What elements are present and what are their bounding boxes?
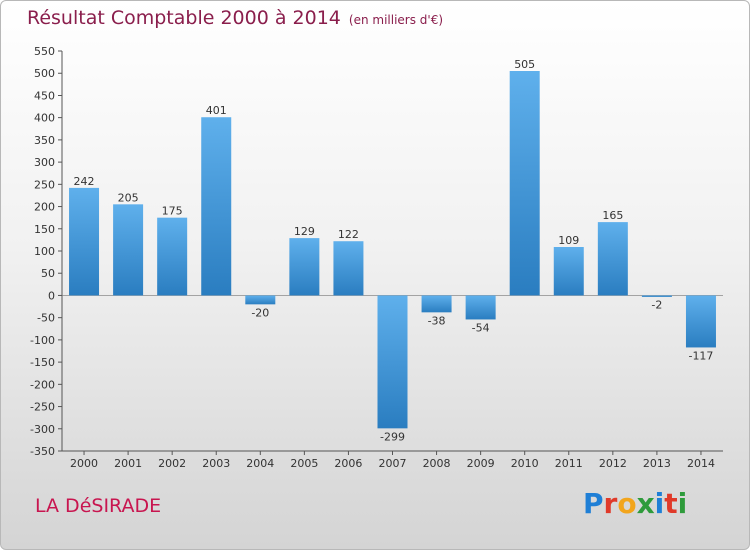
bar-2005: [289, 238, 320, 296]
data-label-2013: -2: [651, 298, 662, 311]
x-tick-label: 2011: [555, 457, 583, 470]
bar-2009: [465, 295, 496, 320]
y-tick-label: 100: [34, 245, 55, 258]
y-tick-label: 400: [34, 112, 55, 125]
data-label-2014: -117: [688, 349, 713, 362]
y-tick-label: 350: [34, 134, 55, 147]
logo-letter: P: [583, 487, 604, 520]
data-label-2005: 129: [294, 225, 315, 238]
data-label-2011: 109: [558, 234, 579, 247]
y-tick-label: 250: [34, 178, 55, 191]
x-tick-label: 2001: [114, 457, 142, 470]
data-label-2001: 205: [118, 191, 139, 204]
data-label-2010: 505: [514, 58, 535, 71]
logo-letter: x: [636, 487, 655, 520]
y-tick-label: -300: [30, 423, 55, 436]
y-tick-label: -350: [30, 445, 55, 458]
y-tick-label: -150: [30, 356, 55, 369]
x-tick-label: 2000: [70, 457, 98, 470]
bar-2002: [157, 217, 188, 296]
bars: [69, 71, 716, 429]
bar-2008: [421, 295, 452, 313]
x-tick-label: 2003: [202, 457, 230, 470]
logo-letter: o: [617, 487, 637, 520]
x-tick-label: 2012: [599, 457, 627, 470]
axes: 550500450400350300250200150100500-50-100…: [30, 45, 723, 470]
commune-name: LA DéSIRADE: [35, 495, 162, 517]
logo-letter: r: [603, 487, 618, 520]
chart-subtitle: (en milliers d'€): [348, 13, 444, 27]
data-label-2008: -38: [428, 314, 446, 327]
logo-letter: i: [677, 487, 688, 520]
data-label-2006: 122: [338, 228, 359, 241]
logo-letter: t: [664, 487, 678, 520]
x-tick-label: 2006: [334, 457, 362, 470]
bar-2003: [201, 117, 232, 296]
bar-2006: [333, 241, 364, 296]
x-tick-label: 2007: [379, 457, 407, 470]
y-tick-label: 550: [34, 45, 55, 58]
x-tick-label: 2005: [290, 457, 318, 470]
data-label-2000: 242: [74, 175, 95, 188]
bar-2011: [553, 247, 584, 296]
y-tick-label: 0: [48, 289, 55, 302]
bar-2010: [509, 71, 540, 296]
data-label-2012: 165: [602, 209, 623, 222]
x-tick-label: 2002: [158, 457, 186, 470]
y-tick-label: 50: [41, 267, 55, 280]
data-label-2002: 175: [162, 205, 183, 218]
chart-title-text: Résultat Comptable 2000 à 2014: [27, 7, 341, 29]
data-label-2003: 401: [206, 104, 227, 117]
y-tick-label: -50: [37, 312, 55, 325]
y-tick-label: 200: [34, 201, 55, 214]
bar-2004: [245, 295, 276, 305]
y-tick-label: 150: [34, 223, 55, 236]
y-tick-label: 450: [34, 89, 55, 102]
proxiti-logo[interactable]: Proxiti: [583, 487, 687, 520]
bar-2013: [641, 295, 672, 297]
bar-2007: [377, 295, 408, 429]
bar-2012: [597, 222, 628, 296]
y-tick-label: 500: [34, 67, 55, 80]
data-label-2009: -54: [472, 321, 490, 334]
chart-title: Résultat Comptable 2000 à 2014 (en millie…: [27, 7, 443, 29]
y-tick-label: -100: [30, 334, 55, 347]
bar-2014: [685, 295, 716, 348]
data-labels: 242 205 175 401 -20 129 122 -299 -38 -54 505 109 165…: [74, 58, 714, 443]
x-tick-label: 2008: [423, 457, 451, 470]
x-tick-label: 2010: [511, 457, 539, 470]
x-tick-label: 2009: [467, 457, 495, 470]
x-tick-label: 2014: [687, 457, 715, 470]
y-tick-label: -250: [30, 401, 55, 414]
x-tick-label: 2004: [246, 457, 274, 470]
data-label-2007: -299: [380, 430, 405, 443]
x-tick-label: 2013: [643, 457, 671, 470]
bar-2001: [113, 204, 144, 296]
data-label-2004: -20: [251, 306, 269, 319]
bar-2000: [69, 187, 100, 296]
logo-letter: i: [654, 487, 665, 520]
y-tick-label: -200: [30, 378, 55, 391]
y-tick-label: 300: [34, 156, 55, 169]
